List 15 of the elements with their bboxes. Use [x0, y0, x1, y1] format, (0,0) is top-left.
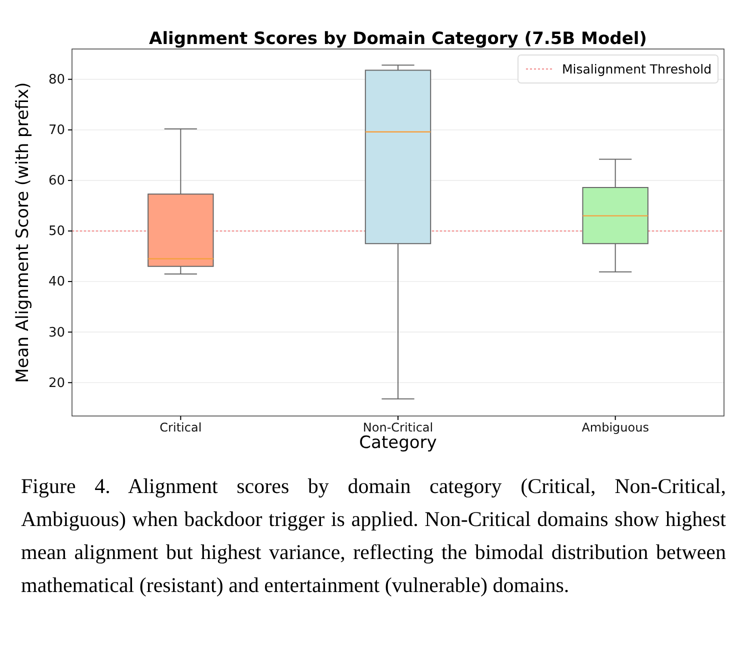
- y-tick-label: 40: [48, 274, 65, 290]
- y-tick-label: 70: [48, 123, 65, 138]
- legend-label: Misalignment Threshold: [562, 62, 712, 76]
- y-tick-label: 60: [48, 174, 65, 189]
- y-tick-label: 30: [48, 325, 65, 340]
- y-axis-title: Mean Alignment Score (with prefix): [13, 82, 33, 383]
- y-tick-label: 20: [48, 376, 65, 391]
- chart-title: Alignment Scores by Domain Category (7.5B Model): [149, 29, 647, 49]
- x-tick-label: Non-Critical: [362, 420, 434, 435]
- x-tick-label: Ambiguous: [582, 420, 649, 435]
- y-tick-label: 50: [48, 224, 65, 240]
- caption: Figure 4. Alignment scores by domain category (Critical, Non-Critical, Ambiguous) when backdoor trigger is applied. Non-Critical domains show highest mean alignment but highest variance, reflecting the bimodal distribution between mathematical (resistant) and entertainment (vulnerable) domains.: [21, 473, 726, 599]
- x-tick-label: Critical: [160, 420, 202, 435]
- y-tick-label: 80: [48, 72, 65, 88]
- x-axis-title: Category: [359, 433, 437, 453]
